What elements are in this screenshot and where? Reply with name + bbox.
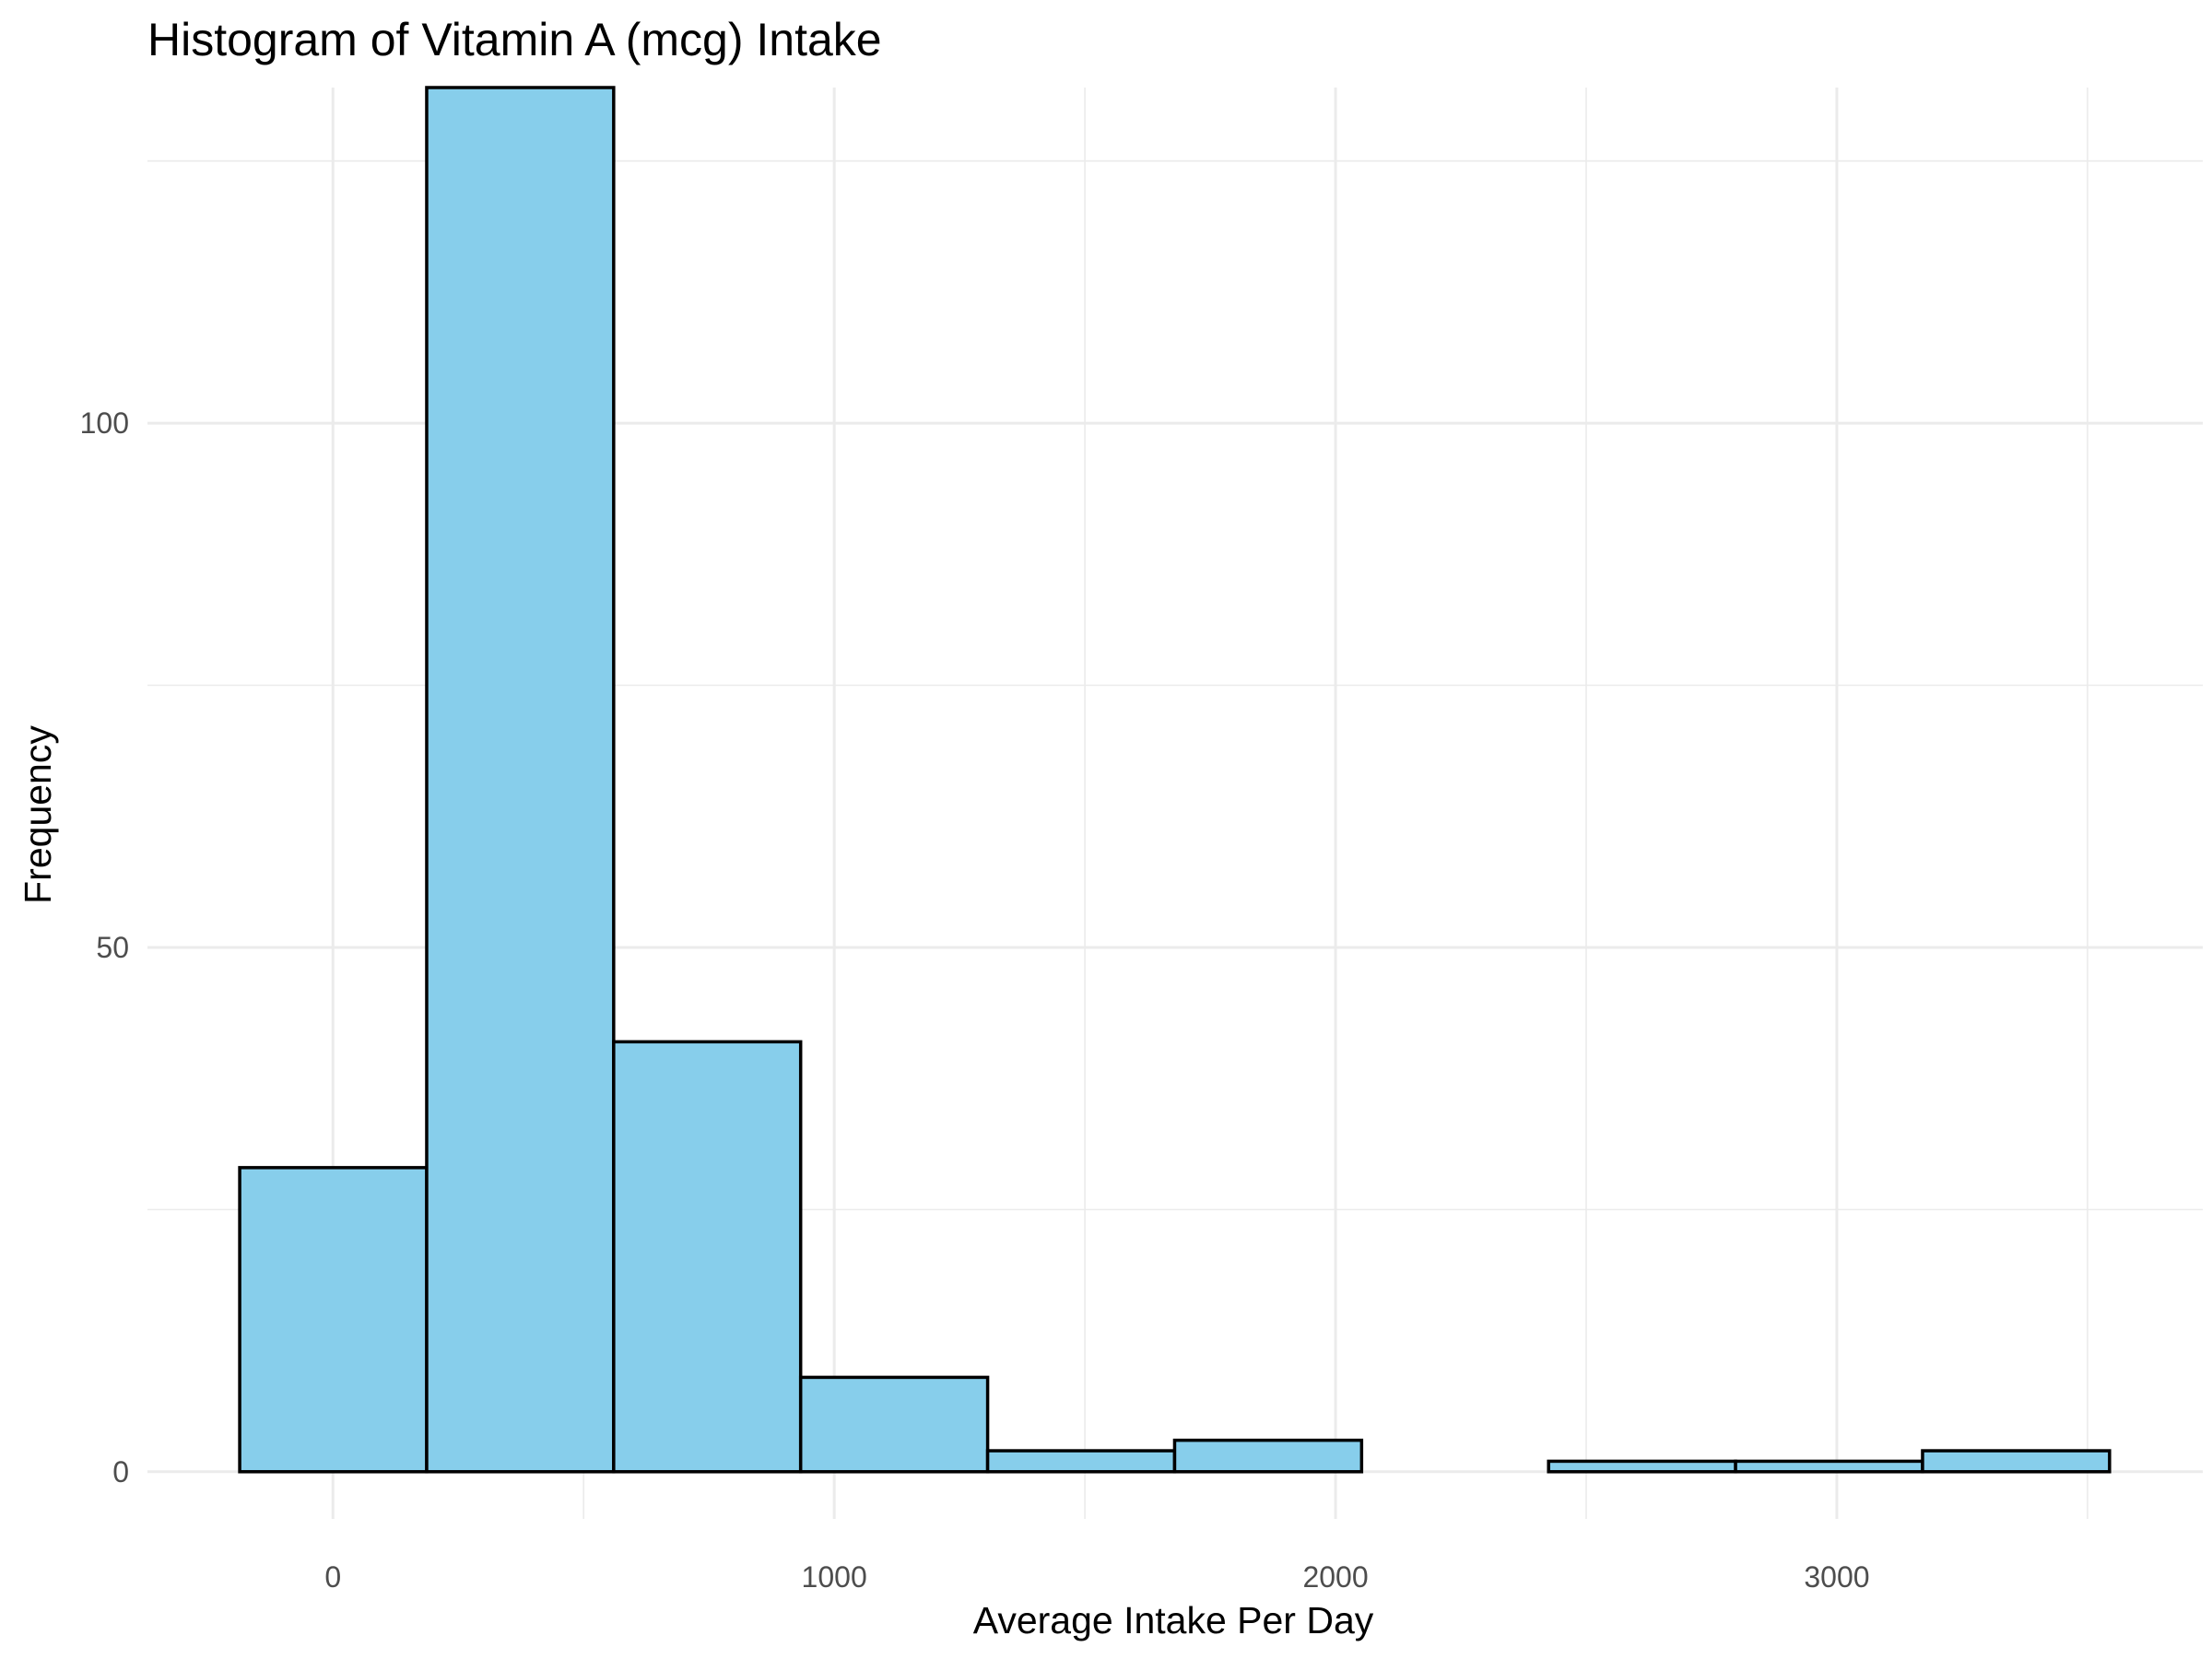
y-tick-label: 0 [112, 1455, 129, 1488]
histogram-bar-4 [798, 1375, 990, 1474]
x-axis-title: Average Intake Per Day [973, 1599, 1374, 1641]
histogram-bar-10 [1921, 1449, 2112, 1474]
histogram-bar-8 [1547, 1459, 1737, 1474]
y-axis-tick-labels: 0 50 100 [80, 406, 129, 1488]
histogram-bar-5 [985, 1449, 1177, 1474]
y-axis-title: Frequency [17, 725, 59, 904]
histogram-bar-2 [425, 86, 616, 1474]
histogram-bars [238, 86, 2112, 1474]
x-tick-label: 0 [324, 1560, 341, 1594]
histogram-bar-1 [238, 1166, 429, 1474]
histogram-bar-3 [612, 1040, 803, 1474]
x-tick-label: 3000 [1804, 1560, 1869, 1594]
histogram-bar-9 [1734, 1459, 1924, 1474]
x-tick-label: 2000 [1302, 1560, 1368, 1594]
chart-title: Histogram of Vitamin A (mcg) Intake [147, 14, 882, 65]
x-tick-label: 1000 [802, 1560, 867, 1594]
y-tick-label: 50 [96, 931, 129, 964]
y-tick-label: 100 [80, 406, 129, 440]
x-axis-tick-labels: 0 1000 2000 3000 [324, 1560, 1869, 1594]
histogram-bar-6 [1172, 1438, 1364, 1474]
